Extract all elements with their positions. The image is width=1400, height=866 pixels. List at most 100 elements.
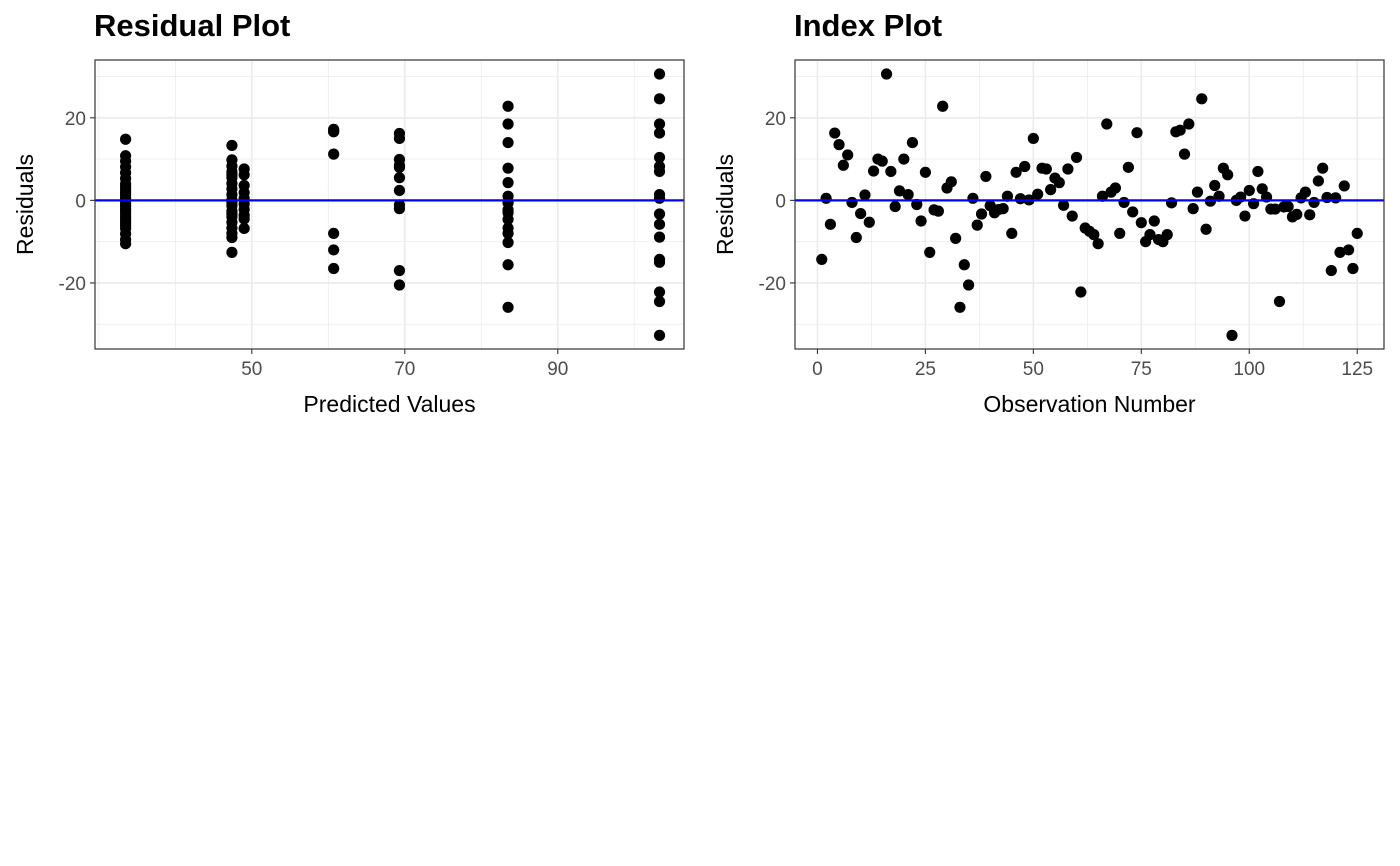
data-point (1351, 227, 1363, 239)
data-point (119, 238, 132, 250)
data-point (1252, 165, 1264, 178)
data-point (1282, 200, 1294, 213)
data-point (820, 192, 832, 204)
data-point (816, 253, 828, 266)
data-point (393, 161, 406, 173)
data-point (937, 100, 949, 112)
data-point (653, 286, 666, 298)
data-point (653, 192, 666, 204)
data-point (1308, 196, 1320, 209)
y-tick-label: 0 (775, 191, 786, 212)
data-point (1161, 229, 1173, 241)
data-point (1256, 183, 1268, 195)
y-axis-label: Residuals (12, 154, 38, 255)
data-point (502, 259, 514, 271)
data-points (816, 68, 1363, 341)
data-point (1006, 227, 1018, 239)
grid-minor (795, 60, 1384, 349)
data-point (653, 93, 666, 105)
index-plot-chart: 0 25 50 75 100 125 -20 0 20 Observation Number Res… (712, 59, 1385, 417)
data-point (1338, 180, 1350, 192)
data-point (1131, 127, 1143, 139)
data-point (885, 165, 897, 178)
y-tick-label: -20 (59, 274, 86, 295)
data-point (393, 264, 406, 277)
data-point (859, 189, 871, 201)
y-tick-label: 20 (765, 109, 786, 130)
x-tick-label: 70 (394, 359, 415, 380)
data-point (328, 148, 340, 160)
data-point (1066, 210, 1078, 222)
data-point (502, 118, 514, 130)
panel-border (94, 59, 685, 350)
data-point (653, 208, 666, 220)
data-point (226, 169, 238, 181)
data-point (1118, 196, 1130, 209)
data-point (502, 162, 514, 174)
data-point (1222, 169, 1234, 181)
data-point (906, 136, 919, 149)
x-tick-label: 25 (915, 359, 936, 380)
data-point (502, 236, 514, 249)
data-point (1096, 190, 1109, 202)
data-point (1070, 151, 1083, 164)
data-point (915, 215, 927, 227)
data-point (902, 188, 914, 201)
panel-border (794, 59, 1385, 350)
data-point (1174, 124, 1186, 136)
data-point (653, 231, 666, 243)
x-tick-label: 125 (1341, 359, 1373, 380)
data-point (1040, 163, 1052, 175)
data-point (1114, 227, 1126, 239)
data-point (1239, 210, 1251, 222)
data-point (911, 198, 923, 211)
data-point (924, 246, 936, 258)
data-point (1092, 238, 1104, 250)
data-point (1200, 223, 1212, 235)
data-point (393, 132, 406, 145)
data-point (1269, 203, 1281, 215)
data-point (653, 165, 666, 178)
data-point (1148, 215, 1160, 227)
data-point (502, 227, 514, 239)
data-point (1144, 229, 1156, 241)
data-point (1196, 93, 1208, 105)
data-point (1127, 206, 1139, 218)
data-point (226, 246, 238, 258)
data-point (932, 205, 944, 217)
data-point (1273, 295, 1286, 308)
data-point (393, 203, 406, 215)
data-point (880, 68, 893, 80)
chart-title: Residual Plot (94, 8, 291, 43)
data-point (502, 301, 514, 313)
data-point (653, 329, 666, 341)
grid-major (795, 60, 1384, 349)
data-point (393, 279, 406, 291)
data-point (328, 227, 340, 239)
data-point (226, 196, 238, 209)
data-point (1135, 217, 1147, 229)
data-point (945, 176, 957, 188)
index-plot-panel: Index Plot 0 25 50 75 100 125 -20 0 20 Observatio… (700, 0, 1400, 866)
x-tick-label: 90 (547, 359, 568, 380)
residual-plot-panel: Residual Plot 50 70 90 -20 0 20 Predicted Valu… (12, 8, 685, 417)
data-point (1027, 132, 1039, 145)
y-tick-label: 20 (65, 109, 86, 130)
data-point (238, 179, 250, 192)
data-point (971, 219, 983, 231)
data-point (1178, 148, 1191, 160)
data-point (962, 279, 975, 291)
data-point (1045, 184, 1057, 196)
data-point (1304, 209, 1316, 221)
x-tick-label: 0 (812, 359, 823, 380)
data-point (1342, 244, 1355, 256)
data-point (898, 153, 910, 165)
data-point (889, 200, 901, 213)
x-tick-label: 100 (1233, 359, 1265, 380)
data-point (1053, 177, 1065, 189)
data-point (1187, 203, 1199, 215)
data-point (1191, 186, 1204, 198)
data-point (226, 208, 238, 220)
data-point (1122, 161, 1134, 173)
data-point (967, 192, 979, 204)
